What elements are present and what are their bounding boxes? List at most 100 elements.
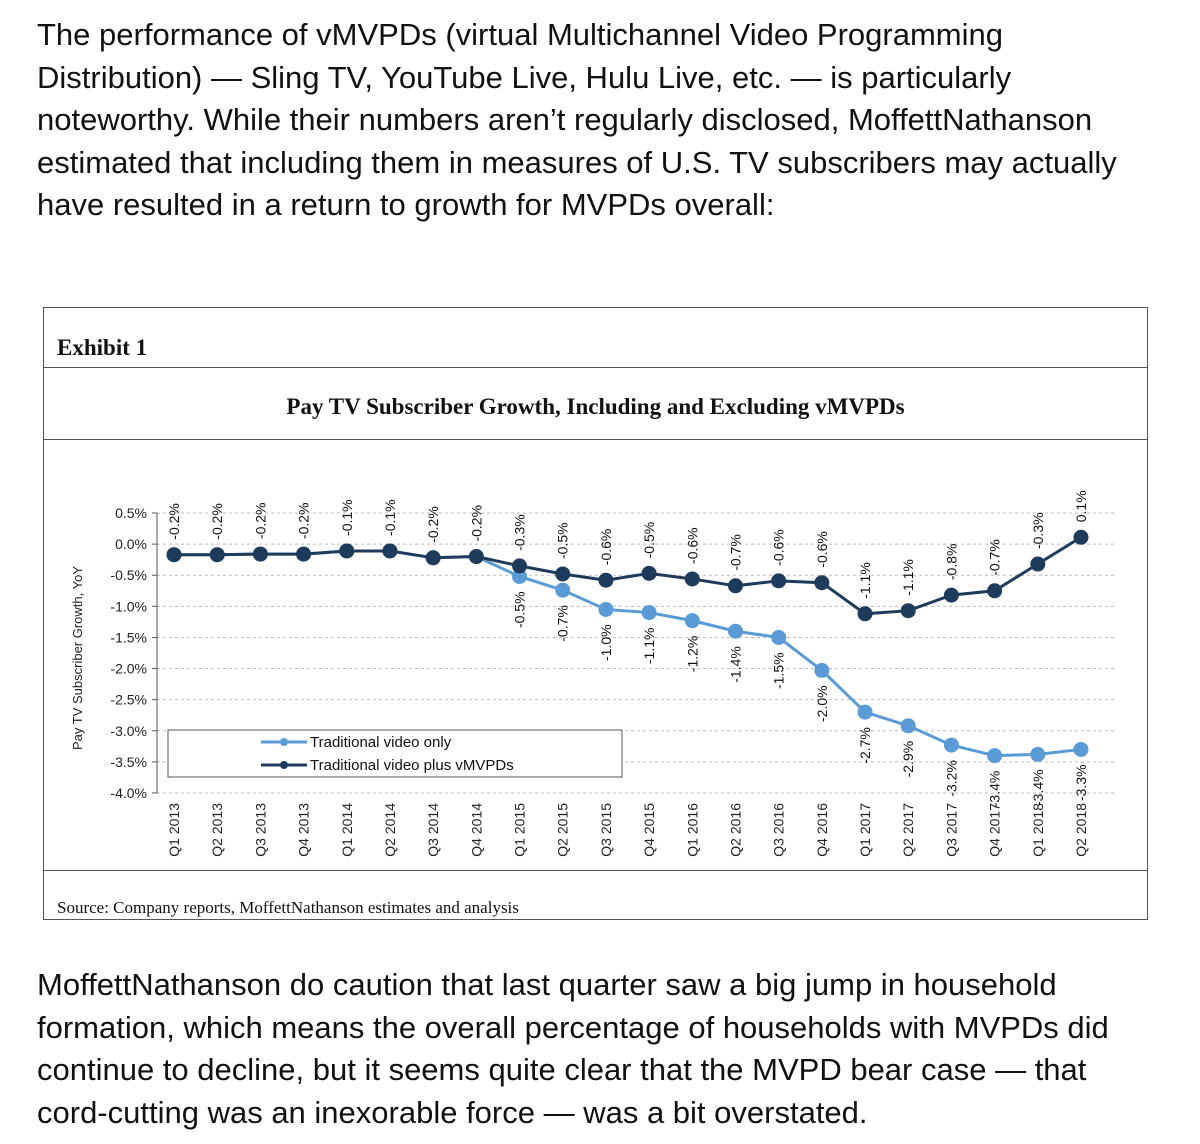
data-label: -3.3%: [1073, 764, 1089, 801]
x-tick-label: Q2 2015: [555, 803, 571, 857]
data-point: [814, 662, 830, 678]
legend-label: Traditional video plus vMVPDs: [310, 757, 514, 774]
y-tick-label: -4.0%: [110, 785, 147, 801]
data-point: [209, 547, 225, 563]
data-point: [425, 550, 441, 566]
data-point: [641, 605, 657, 621]
chart-title: Pay TV Subscriber Growth, Including and …: [286, 394, 905, 419]
data-label: -0.6%: [771, 529, 787, 566]
data-label: -1.1%: [900, 559, 916, 596]
data-label: -0.1%: [382, 499, 398, 536]
outro-paragraph: MoffettNathanson do caution that last qu…: [37, 967, 1109, 1130]
data-point: [512, 568, 528, 584]
data-label: -0.7%: [555, 605, 571, 642]
data-point: [339, 543, 355, 559]
data-point: [1073, 529, 1089, 545]
data-point: [252, 546, 268, 562]
data-label: -1.1%: [641, 628, 657, 665]
divider: [44, 439, 1147, 440]
data-point: [684, 613, 700, 629]
data-point: [900, 718, 916, 734]
series-line-traditional: [174, 549, 1082, 758]
data-point: [771, 629, 787, 645]
data-point: [512, 558, 528, 574]
x-tick-label: Q1 2017: [857, 803, 873, 857]
data-label: -0.2%: [209, 503, 225, 540]
data-label: -3.2%: [943, 760, 959, 797]
legend-swatch-marker: [280, 738, 288, 746]
x-tick-label: Q1 2015: [512, 803, 528, 857]
source-note: Source: Company reports, MoffettNathanso…: [57, 898, 519, 917]
data-label: -0.2%: [468, 505, 484, 542]
data-label: -1.5%: [771, 652, 787, 689]
data-label: -1.2%: [684, 636, 700, 673]
x-tick-label: Q4 2014: [468, 803, 484, 857]
x-tick-label: Q3 2013: [252, 803, 268, 857]
data-label: -0.5%: [555, 522, 571, 559]
data-label: -0.2%: [425, 506, 441, 543]
data-label: -3.4%: [987, 771, 1003, 808]
data-point: [598, 572, 614, 588]
x-tick-label: Q1 2016: [684, 803, 700, 857]
data-point: [987, 748, 1003, 764]
data-point: [814, 575, 830, 591]
y-tick-label: 0.0%: [115, 536, 147, 552]
legend-label: Traditional video only: [310, 734, 452, 751]
x-tick-label: Q3 2016: [771, 803, 787, 857]
x-tick-label: Q4 2016: [814, 803, 830, 857]
chart: 0.5% 0.0% -0.5% -1.0% -1.5% -2.0% -2.5% -3.0% -3…: [70, 490, 1116, 857]
exhibit-box: Exhibit 1 Pay TV Subscriber Growth, Incl…: [43, 307, 1148, 920]
data-point: [641, 565, 657, 581]
x-tick-label: Q2 2018: [1073, 803, 1089, 857]
data-label: 0.1%: [1073, 490, 1089, 522]
exhibit-label: Exhibit 1: [57, 335, 148, 360]
data-point: [555, 566, 571, 582]
data-point: [943, 587, 959, 603]
data-label: -0.3%: [512, 514, 528, 551]
data-label: -0.1%: [339, 499, 355, 536]
data-label: -0.5%: [641, 522, 657, 559]
data-label: -3.4%: [1030, 769, 1046, 806]
x-tick-label: Q4 2013: [296, 803, 312, 857]
x-tick-label: Q4 2017: [987, 803, 1003, 857]
x-tick-label: Q2 2016: [727, 803, 743, 857]
data-point: [166, 547, 182, 563]
data-label: -2.7%: [857, 727, 873, 764]
y-axis-label: Pay TV Subscriber Growth, YoY: [70, 566, 85, 750]
data-label: -0.7%: [727, 534, 743, 571]
data-label: -2.0%: [814, 685, 830, 722]
y-tick-label: -2.5%: [110, 692, 147, 708]
y-tick-label: -3.5%: [110, 754, 147, 770]
data-point: [382, 543, 398, 559]
data-point: [598, 601, 614, 617]
data-label: -0.2%: [296, 502, 312, 539]
x-tick-label: Q3 2015: [598, 803, 614, 857]
legend-box: [167, 729, 623, 778]
data-label: -0.8%: [943, 544, 959, 581]
data-point: [771, 573, 787, 589]
data-label: -0.2%: [252, 502, 268, 539]
data-point: [684, 571, 700, 587]
data-point: [1030, 556, 1046, 572]
x-tick-label: Q2 2017: [900, 803, 916, 857]
data-label: -0.5%: [512, 591, 528, 628]
y-tick-label: -1.5%: [110, 629, 147, 645]
intro-paragraph: The performance of vMVPDs (virtual Multi…: [37, 17, 1117, 222]
divider: [44, 870, 1147, 871]
divider: [44, 367, 1147, 368]
x-tick-label: Q2 2014: [382, 803, 398, 857]
data-label: -0.3%: [1030, 512, 1046, 549]
data-label: -0.6%: [598, 529, 614, 566]
series-line-plus-vmvpd: [174, 535, 1082, 616]
data-label: -1.4%: [727, 646, 743, 683]
y-tick-label: -2.0%: [110, 661, 147, 677]
data-label: -2.9%: [900, 741, 916, 778]
y-tick-label: -3.0%: [110, 723, 147, 739]
data-point: [555, 582, 571, 598]
x-tick-label: Q3 2014: [425, 803, 441, 857]
data-point: [900, 603, 916, 619]
data-point: [727, 623, 743, 639]
data-point: [987, 583, 1003, 599]
data-label: -0.7%: [987, 539, 1003, 576]
data-label: -0.2%: [166, 503, 182, 540]
